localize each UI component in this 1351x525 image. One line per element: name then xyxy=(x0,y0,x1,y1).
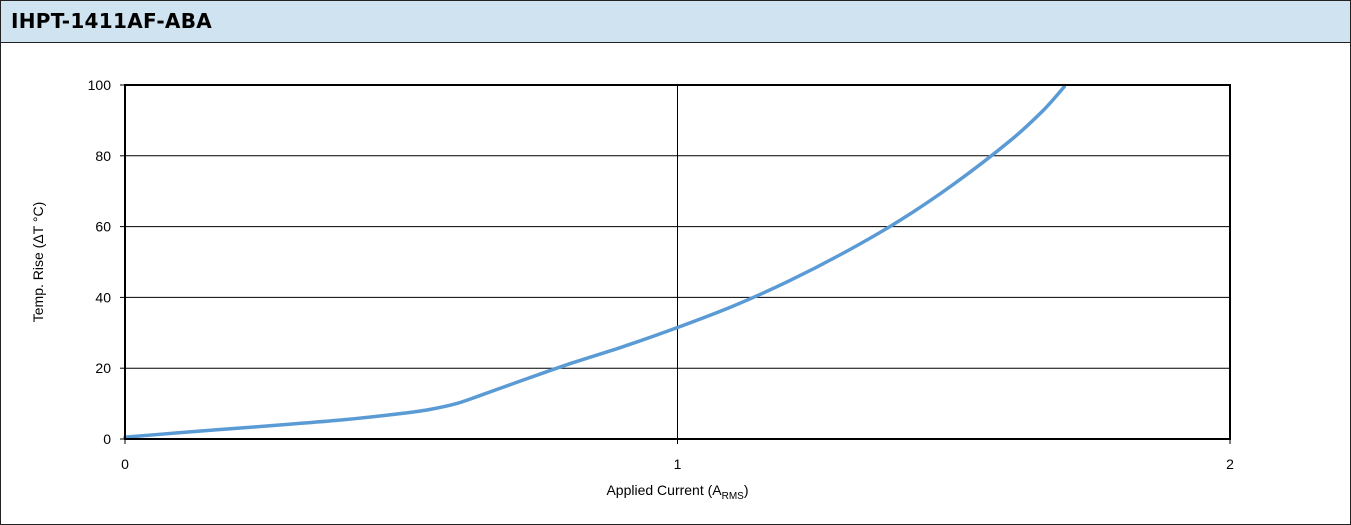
y-tick-label: 80 xyxy=(95,148,111,164)
x-tick-label: 2 xyxy=(1226,456,1234,472)
series-line xyxy=(123,85,1066,439)
y-tick-labels: 0 20 40 60 80 100 xyxy=(88,77,112,447)
title-bar: IHPT-1411AF-ABA xyxy=(1,1,1350,43)
tick-marks xyxy=(120,84,1231,444)
x-tick-label: 1 xyxy=(674,456,682,472)
y-axis-title: Temp. Rise (ΔT °C) xyxy=(30,202,46,322)
y-tick-label: 100 xyxy=(88,77,112,93)
y-tick-label: 40 xyxy=(95,289,111,305)
x-axis-title: Applied Current (ARMS) xyxy=(606,482,748,502)
y-tick-label: 20 xyxy=(95,360,111,376)
chart-title: IHPT-1411AF-ABA xyxy=(11,9,213,33)
series-layer xyxy=(123,85,1066,439)
x-tick-labels: 0 1 2 xyxy=(121,456,1234,472)
y-tick-label: 60 xyxy=(95,219,111,235)
x-tick-label: 0 xyxy=(121,456,129,472)
grid-lines xyxy=(125,85,1230,439)
y-tick-label: 0 xyxy=(103,431,111,447)
